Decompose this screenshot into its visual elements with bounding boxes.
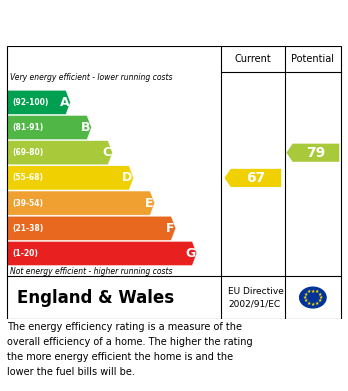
Text: Energy Efficiency Rating: Energy Efficiency Rating: [10, 16, 232, 30]
Text: ★: ★: [319, 295, 323, 300]
Text: A: A: [60, 96, 69, 109]
Text: F: F: [166, 222, 175, 235]
Text: ★: ★: [311, 301, 315, 307]
Text: ★: ★: [315, 289, 319, 294]
Text: Potential: Potential: [291, 54, 334, 64]
Polygon shape: [7, 115, 92, 140]
Text: ★: ★: [318, 298, 322, 303]
Text: (92-100): (92-100): [12, 98, 49, 107]
Text: (21-38): (21-38): [12, 224, 44, 233]
Text: ★: ★: [315, 301, 319, 306]
Text: (1-20): (1-20): [12, 249, 38, 258]
Text: (69-80): (69-80): [12, 148, 44, 157]
Text: B: B: [81, 121, 90, 134]
Polygon shape: [7, 141, 112, 165]
Text: (81-91): (81-91): [12, 123, 44, 132]
Text: Not energy efficient - higher running costs: Not energy efficient - higher running co…: [10, 267, 173, 276]
Text: E: E: [145, 197, 153, 210]
Text: EU Directive
2002/91/EC: EU Directive 2002/91/EC: [228, 287, 284, 308]
Text: Current: Current: [235, 54, 271, 64]
Polygon shape: [7, 90, 70, 115]
Circle shape: [300, 287, 326, 308]
Text: ★: ★: [318, 292, 322, 297]
Text: England & Wales: England & Wales: [17, 289, 175, 307]
Text: 67: 67: [246, 171, 266, 185]
Polygon shape: [7, 191, 155, 215]
Text: The energy efficiency rating is a measure of the
overall efficiency of a home. T: The energy efficiency rating is a measur…: [7, 322, 253, 377]
Polygon shape: [286, 143, 339, 162]
Text: ★: ★: [307, 289, 311, 294]
Polygon shape: [224, 169, 281, 187]
Text: ★: ★: [302, 295, 307, 300]
Text: 79: 79: [306, 146, 326, 160]
Text: ★: ★: [303, 298, 308, 303]
Text: Very energy efficient - lower running costs: Very energy efficient - lower running co…: [10, 74, 173, 83]
Polygon shape: [7, 166, 134, 190]
Text: (39-54): (39-54): [12, 199, 43, 208]
Polygon shape: [7, 241, 197, 265]
Text: ★: ★: [311, 289, 315, 294]
Text: ★: ★: [303, 292, 308, 297]
Text: G: G: [185, 247, 196, 260]
Text: ★: ★: [307, 301, 311, 306]
Text: C: C: [102, 146, 111, 159]
Text: D: D: [122, 171, 133, 185]
Polygon shape: [7, 216, 176, 240]
Text: (55-68): (55-68): [12, 173, 43, 183]
